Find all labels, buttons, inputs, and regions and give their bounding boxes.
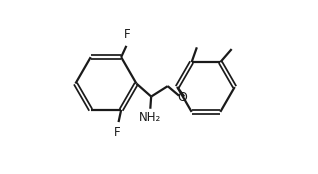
Text: F: F xyxy=(124,29,131,41)
Text: O: O xyxy=(177,91,187,104)
Text: F: F xyxy=(114,126,121,139)
Text: NH₂: NH₂ xyxy=(139,111,162,124)
